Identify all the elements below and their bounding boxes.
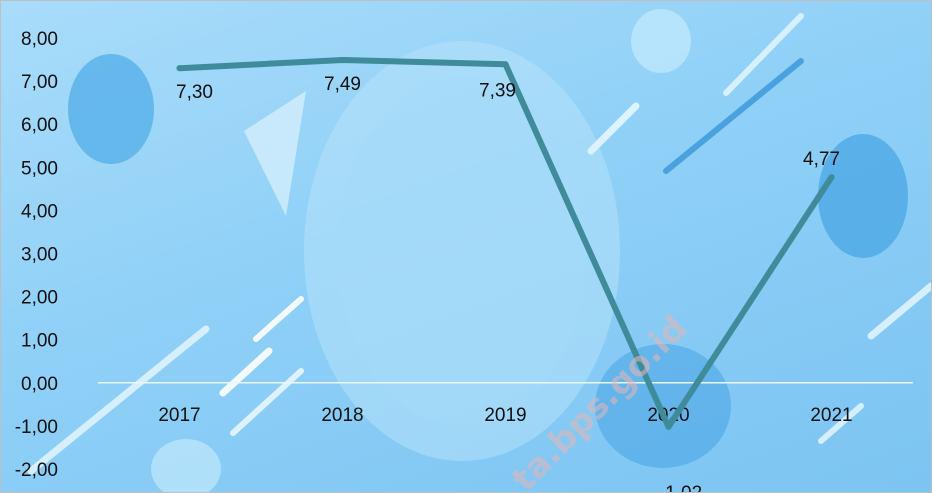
data-label: 4,77: [803, 149, 840, 170]
data-label: 7,30: [176, 82, 213, 103]
y-tick-label: 2,00: [21, 288, 58, 309]
y-tick-label: 3,00: [21, 245, 58, 266]
y-tick-label: 4,00: [21, 201, 58, 222]
y-tick-label: 0,00: [21, 374, 58, 395]
y-tick-label: 6,00: [21, 115, 58, 136]
data-label: 7,49: [324, 74, 361, 95]
y-tick-label: 7,00: [21, 72, 58, 93]
x-tick-label: 2021: [810, 405, 852, 426]
x-tick-label: 2019: [484, 405, 526, 426]
data-labels: 7,30 7,49 7,39 -1,02 4,77: [176, 74, 840, 492]
x-tick-label: 2018: [321, 405, 363, 426]
y-axis-tick-labels: 8,00 7,00 6,00 5,00 4,00 3,00 2,00 1,00 0,00 -1,0…: [15, 29, 58, 481]
y-tick-label: -2,00: [15, 460, 58, 481]
data-points: [176, 56, 835, 430]
x-tick-label: 2017: [158, 405, 200, 426]
data-point: [828, 174, 835, 181]
data-label: 7,39: [479, 80, 516, 101]
data-label: -1,02: [659, 483, 702, 492]
data-point: [176, 65, 183, 72]
data-point: [665, 423, 672, 430]
y-tick-label: 8,00: [21, 29, 58, 50]
y-tick-label: -1,00: [15, 417, 58, 438]
y-tick-label: 5,00: [21, 158, 58, 179]
y-tick-label: 1,00: [21, 331, 58, 352]
data-point: [502, 61, 509, 68]
data-point: [339, 56, 346, 63]
